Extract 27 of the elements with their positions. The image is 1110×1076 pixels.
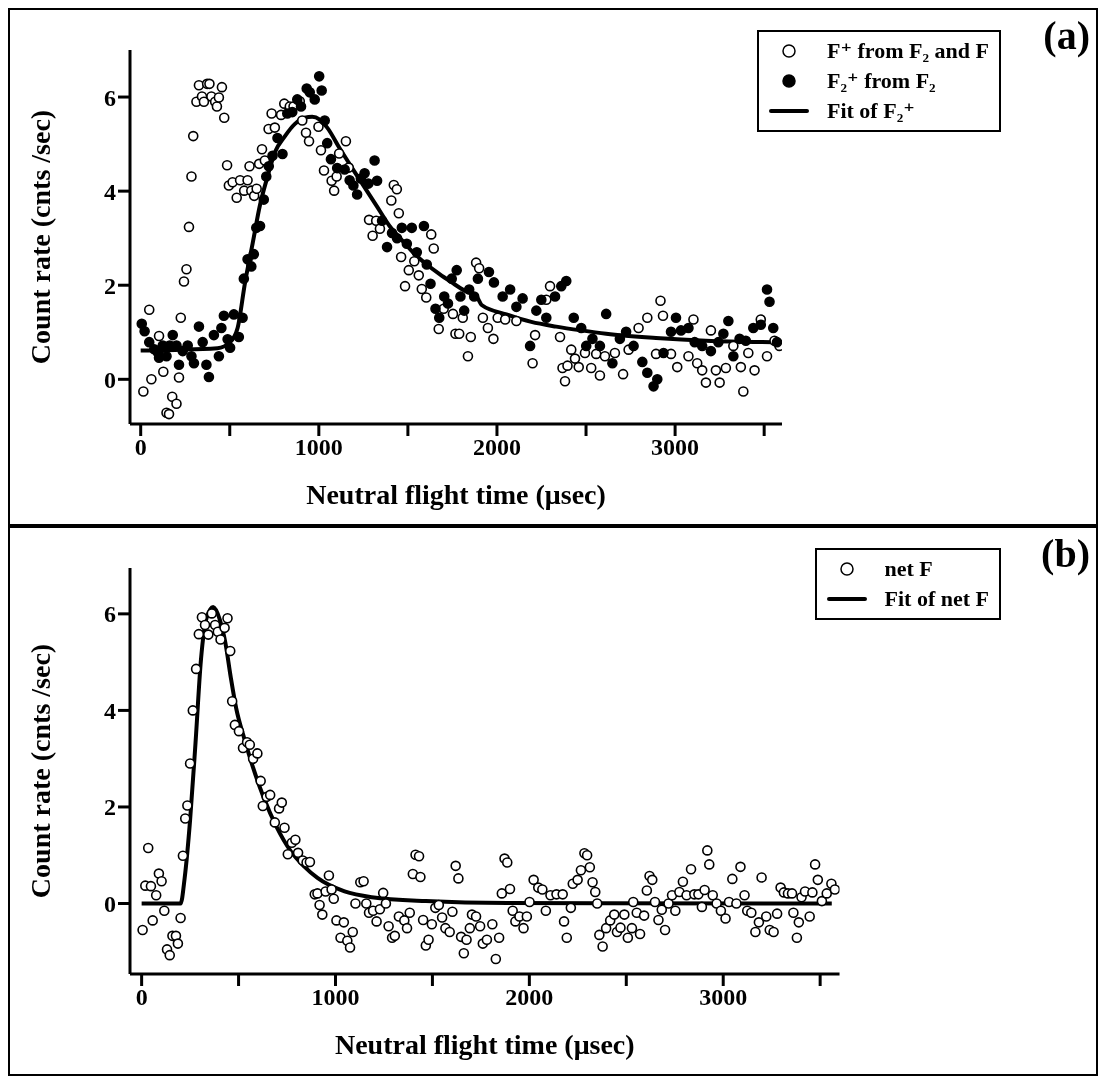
text: (b) <box>1041 530 1090 577</box>
y-axis-title: Count rate (cnts /sec) <box>24 643 56 899</box>
y-tick-label: 2 <box>104 794 116 821</box>
legend-label: Fit of net F <box>884 585 989 613</box>
x-tick-label: 0 <box>134 434 147 461</box>
x-tick-label: 1000 <box>311 984 360 1011</box>
y-axis-title: Count rate (cnts /sec) <box>24 109 56 365</box>
text: (a) <box>1043 12 1090 59</box>
y-tick-label: 6 <box>104 84 116 111</box>
legend-label: Fit of F₂⁺ <box>826 97 915 125</box>
y-tick-label: 6 <box>104 601 116 628</box>
x-tick-label: 3000 <box>651 434 700 461</box>
x-tick-label: 3000 <box>699 984 748 1011</box>
x-tick-label: 2000 <box>472 434 521 461</box>
x-axis-title: Neutral flight time (μsec) <box>306 479 606 510</box>
legend-label: F⁺ from F₂ and F <box>826 37 989 65</box>
y-tick-label: 4 <box>104 178 116 205</box>
legend-label: F₂⁺ from F₂ <box>826 67 936 95</box>
y-tick-label: 2 <box>104 272 116 299</box>
x-axis-title: Neutral flight time (μsec) <box>334 1029 635 1060</box>
y-tick-label: 4 <box>104 697 116 724</box>
y-tick-label: 0 <box>104 891 116 918</box>
legend-label: net F <box>884 555 933 583</box>
x-tick-label: 2000 <box>505 984 554 1011</box>
x-tick-label: 0 <box>135 984 148 1011</box>
x-tick-label: 1000 <box>294 434 343 461</box>
y-tick-label: 0 <box>104 366 116 393</box>
